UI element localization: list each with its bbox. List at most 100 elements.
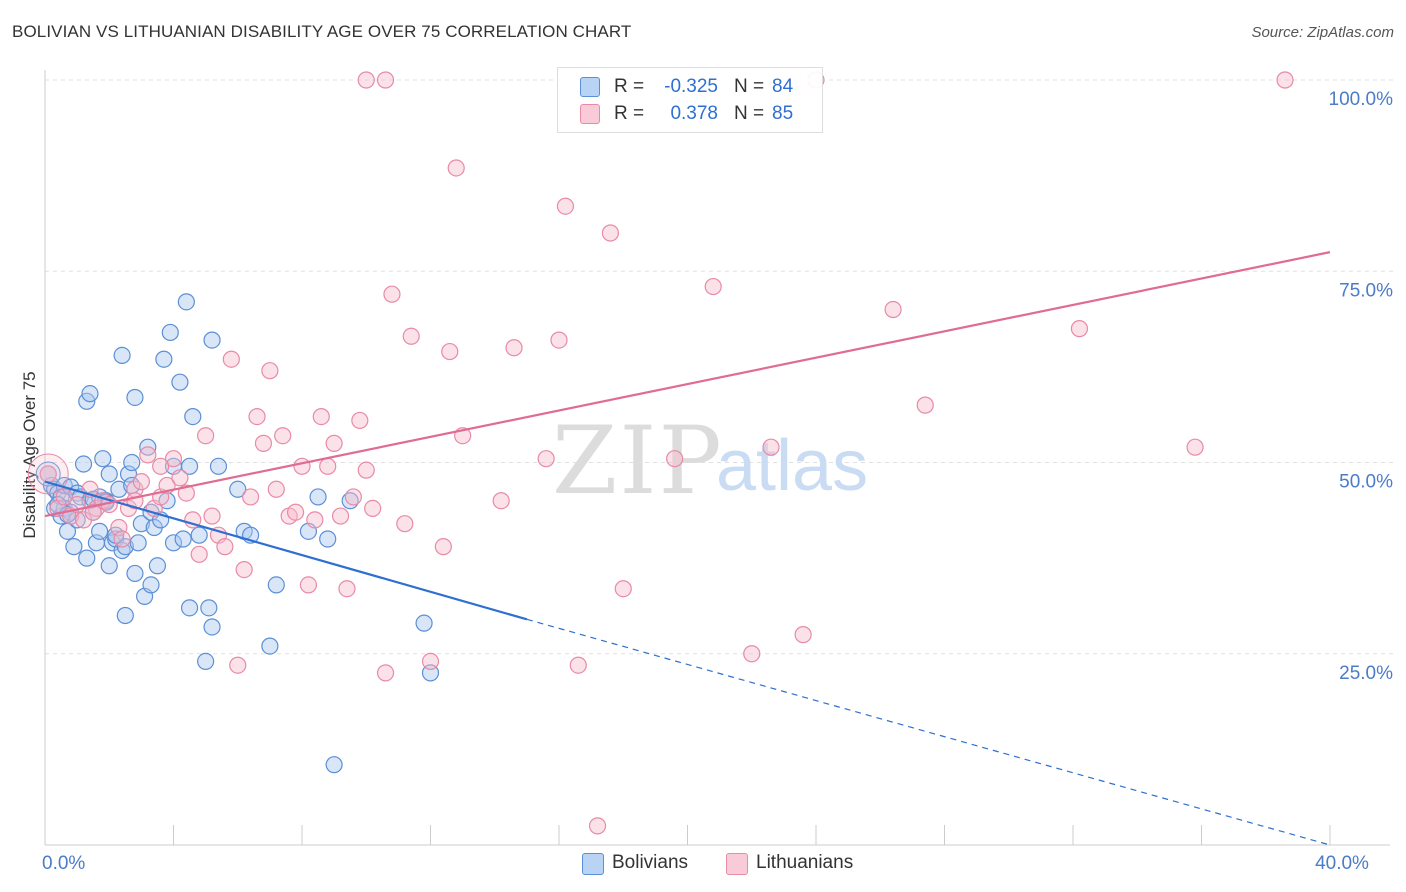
x-tick-label: 40.0% bbox=[1315, 853, 1369, 874]
bolivians-trend-extension bbox=[526, 618, 1331, 846]
bolivians-point bbox=[197, 652, 215, 671]
y-tick-label: 75.0% bbox=[1339, 280, 1393, 301]
lithuanians-point bbox=[216, 538, 234, 556]
lithuanians-point bbox=[421, 652, 440, 671]
lithuanians-point bbox=[299, 576, 318, 594]
lithuanians-point bbox=[152, 457, 170, 475]
bolivians-point bbox=[325, 756, 343, 774]
lithuanians-point bbox=[1186, 438, 1204, 456]
lithuanians-point bbox=[248, 408, 266, 426]
source-credit: Source: ZipAtlas.com bbox=[1251, 24, 1394, 41]
lithuanians-point bbox=[396, 515, 414, 533]
lithuanians-point bbox=[357, 71, 375, 89]
bolivians-point bbox=[91, 522, 109, 540]
lithuanians-point bbox=[569, 656, 587, 674]
legend-r-value: 0.378 bbox=[670, 103, 718, 124]
lithuanians-point bbox=[556, 197, 575, 215]
lithuanians-point bbox=[84, 503, 102, 521]
lithuanians-point bbox=[261, 362, 279, 380]
lithuanians-point bbox=[132, 473, 150, 491]
lithuanians-point bbox=[203, 507, 221, 525]
bolivians-point bbox=[261, 637, 279, 655]
lithuanians-point bbox=[492, 492, 510, 510]
lithuanians-point bbox=[614, 580, 632, 598]
legend-r-label: R = bbox=[614, 76, 645, 97]
bolivians-point bbox=[113, 346, 131, 364]
bolivians-point bbox=[155, 350, 173, 368]
bolivians-point bbox=[78, 549, 96, 567]
lithuanians-point bbox=[242, 488, 260, 506]
lithuanians-point bbox=[666, 450, 684, 468]
trend-lines bbox=[44, 251, 1331, 846]
bolivians-point bbox=[267, 576, 285, 594]
chart-title: BOLIVIAN VS LITHUANIAN DISABILITY AGE OV… bbox=[12, 22, 632, 41]
lithuanians-point bbox=[286, 503, 305, 521]
correlation-legend: R = -0.325 N = 84 R = 0.378 N = 85 bbox=[557, 67, 823, 133]
lithuanians-point bbox=[402, 327, 420, 345]
y-tick-label: 25.0% bbox=[1339, 663, 1393, 684]
bolivians-point bbox=[319, 530, 337, 548]
bolivians-point bbox=[309, 488, 327, 506]
lithuanians-point bbox=[235, 560, 253, 579]
lithuanians-point bbox=[743, 645, 761, 663]
watermark-atlas: atlas bbox=[716, 426, 868, 506]
lithuanians-point bbox=[1276, 71, 1294, 89]
lithuanians-point bbox=[229, 656, 247, 674]
lithuanians-point bbox=[601, 224, 620, 242]
bolivians-point bbox=[200, 599, 218, 617]
bolivians-point bbox=[184, 408, 202, 426]
bolivians-point bbox=[171, 373, 189, 391]
lithuanians-point bbox=[441, 342, 459, 361]
bolivians-point bbox=[229, 480, 247, 498]
legend-n-label: N = bbox=[734, 103, 765, 124]
legend-n-value: 85 bbox=[772, 103, 794, 124]
lithuanians-point bbox=[319, 457, 337, 475]
bolivians-point bbox=[126, 564, 144, 583]
bolivians-point bbox=[415, 614, 433, 632]
bolivians-point bbox=[81, 385, 99, 403]
bolivians-point bbox=[148, 557, 167, 575]
bolivians-points bbox=[35, 293, 440, 774]
lithuanians-point bbox=[794, 626, 812, 644]
bolivians-point bbox=[209, 457, 228, 475]
lithuanians-point bbox=[293, 457, 311, 475]
legend-label-lithuanians: Lithuanians bbox=[756, 852, 854, 873]
bolivians-point bbox=[174, 530, 192, 548]
lithuanians-point bbox=[376, 664, 395, 682]
lithuanians-point bbox=[190, 545, 208, 563]
lithuanians-point bbox=[588, 817, 607, 835]
lithuanians-point bbox=[113, 530, 131, 548]
bolivians-point bbox=[100, 465, 118, 483]
bolivians-point bbox=[116, 606, 134, 625]
lithuanians-point bbox=[376, 71, 395, 89]
bolivians-point bbox=[123, 453, 141, 472]
y-tick-label: 100.0% bbox=[1329, 89, 1394, 110]
bolivians-swatch bbox=[580, 77, 600, 97]
legend-r-label: R = bbox=[614, 103, 645, 124]
bolivians-point bbox=[164, 534, 183, 552]
lithuanians-point bbox=[55, 488, 73, 506]
bolivians-point bbox=[180, 457, 199, 475]
lithuanians-points bbox=[27, 71, 1294, 835]
lithuanians-point bbox=[383, 285, 401, 303]
bolivians-point bbox=[126, 388, 144, 407]
lithuanians-point bbox=[222, 350, 240, 368]
lithuanians-point bbox=[704, 277, 722, 296]
lithuanians-point bbox=[364, 499, 382, 517]
bolivians-point bbox=[74, 455, 93, 473]
lithuanians-swatch bbox=[726, 853, 748, 875]
lithuanians-swatch bbox=[580, 104, 600, 124]
lithuanians-point bbox=[351, 411, 369, 430]
lithuanians-point bbox=[267, 480, 285, 498]
bolivians-point bbox=[94, 450, 112, 468]
legend-label-bolivians: Bolivians bbox=[612, 852, 689, 873]
bolivians-point bbox=[100, 557, 118, 575]
lithuanians-point bbox=[27, 453, 69, 495]
lithuanians-point bbox=[306, 511, 324, 529]
bolivians-point bbox=[132, 515, 150, 533]
lithuanians-point bbox=[1070, 320, 1089, 338]
lithuanians-point bbox=[139, 446, 157, 464]
lithuanians-point bbox=[762, 438, 780, 456]
bolivians-point bbox=[161, 323, 179, 342]
